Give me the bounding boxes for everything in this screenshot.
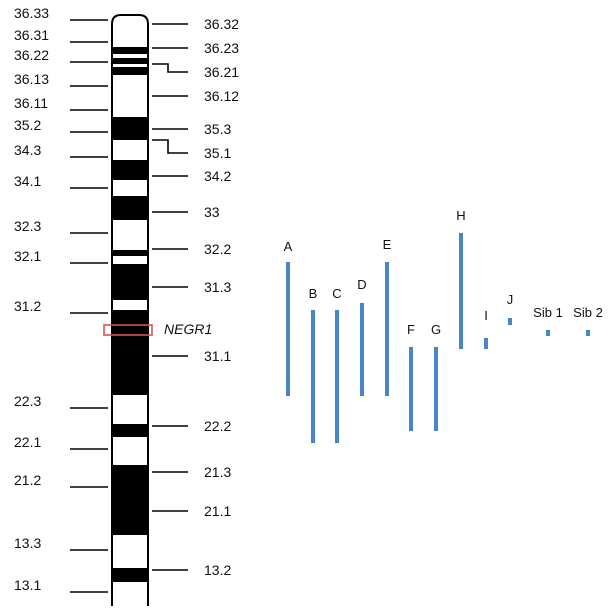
band-31-2 — [112, 300, 148, 310]
band-32-2 — [112, 250, 148, 256]
band-21-1 — [112, 512, 148, 535]
right-tick-elbow — [152, 139, 188, 154]
deletion-bar-sib-1 — [546, 330, 550, 336]
deletion-label-sib-1: Sib 1 — [533, 305, 563, 320]
deletion-label-b: B — [309, 286, 318, 301]
band-32-3 — [112, 220, 148, 250]
right-band-label: 36.32 — [204, 16, 239, 32]
band-13-3 — [112, 535, 148, 568]
right-band-label: 31.3 — [204, 279, 231, 295]
deletion-bar-a — [286, 262, 290, 396]
left-band-label: 35.2 — [14, 117, 41, 133]
band-36-33 — [112, 17, 148, 24]
band-21-2 — [112, 500, 148, 512]
right-band-label: 33 — [204, 204, 220, 220]
deletion-bar-i — [484, 338, 488, 349]
left-band-label: 36.31 — [14, 27, 49, 43]
left-band-label: 22.3 — [14, 393, 41, 409]
band-21-3 — [112, 465, 148, 500]
band-36-32 — [112, 24, 148, 37]
deletion-label-c: C — [332, 286, 341, 301]
band-35-3 — [112, 95, 148, 117]
band-34-2 — [112, 160, 148, 180]
chromosome-bands — [112, 17, 148, 606]
left-band-label: 21.2 — [14, 472, 41, 488]
right-band-label: 35.3 — [204, 121, 231, 137]
right-band-label: 34.2 — [204, 168, 231, 184]
left-band-label: 34.3 — [14, 142, 41, 158]
left-band-label: 13.3 — [14, 535, 41, 551]
deletion-bar-b — [311, 310, 315, 443]
band-13-2 — [112, 568, 148, 582]
deletion-label-f: F — [407, 322, 415, 337]
deletion-bar-e — [385, 262, 389, 396]
right-band-label: 22.2 — [204, 418, 231, 434]
band-13-1 — [112, 582, 148, 606]
deletion-label-e: E — [383, 237, 392, 252]
deletion-label-a: A — [284, 239, 293, 254]
right-band-label: 21.1 — [204, 503, 231, 519]
right-band-label: 21.3 — [204, 464, 231, 480]
band-35-1 — [112, 140, 148, 150]
deletion-bar-sib-2 — [586, 330, 590, 336]
deletion-bars: A B C D E F G H I J Sib 1 Sib 2 — [284, 208, 603, 443]
gene-label: NEGR1 — [164, 321, 212, 337]
right-band-label: 13.2 — [204, 562, 231, 578]
band-36-21 — [112, 58, 148, 64]
deletion-bar-g — [434, 347, 438, 431]
gene-locus-box — [103, 324, 153, 336]
right-band-label: 36.12 — [204, 88, 239, 104]
deletion-label-g: G — [431, 322, 441, 337]
deletion-bar-j — [508, 318, 512, 325]
band-22-2 — [112, 424, 148, 437]
left-band-label: 36.22 — [14, 47, 49, 63]
right-band-label: 36.23 — [204, 40, 239, 56]
band-33 — [112, 196, 148, 220]
left-band-label: 22.1 — [14, 434, 41, 450]
deletion-label-d: D — [357, 277, 366, 292]
left-band-label: 32.1 — [14, 248, 41, 264]
chromosome-outline — [111, 14, 149, 606]
band-31-1 — [112, 310, 148, 395]
left-band-label: 36.13 — [14, 71, 49, 87]
band-34-3 — [112, 150, 148, 160]
deletion-bar-c — [335, 310, 339, 443]
deletion-label-h: H — [456, 208, 465, 223]
band-34-1 — [112, 180, 148, 196]
band-31-3 — [112, 264, 148, 300]
right-band-label: 32.2 — [204, 241, 231, 257]
deletion-label-j: J — [507, 292, 514, 307]
left-band-label: 13.1 — [14, 577, 41, 593]
deletion-label-sib-2: Sib 2 — [573, 305, 603, 320]
band-36-31 — [112, 37, 148, 47]
deletion-label-i: I — [484, 308, 488, 323]
left-band-label: 36.11 — [14, 95, 48, 111]
left-band-label: 36.33 — [14, 5, 49, 21]
left-band-label: 34.1 — [14, 173, 41, 189]
band-36-22 — [112, 54, 148, 58]
right-tick-elbow — [152, 63, 188, 73]
band-22-1 — [112, 437, 148, 465]
left-band-ticks: 36.33 36.31 36.22 36.13 36.11 35.2 34.3 34.1 32.… — [14, 5, 108, 593]
right-band-label: 35.1 — [204, 145, 231, 161]
right-band-label: 31.1 — [204, 348, 231, 364]
band-36-12 — [112, 67, 148, 75]
right-band-label: 36.21 — [204, 64, 239, 80]
deletion-bar-h — [459, 233, 463, 349]
band-36-13 — [112, 64, 148, 67]
left-band-label: 31.2 — [14, 298, 41, 314]
chromosome-border — [111, 14, 149, 606]
band-32-1 — [112, 256, 148, 264]
band-35-2 — [112, 117, 148, 140]
right-band-ticks: 36.32 36.23 36.21 36.12 35.3 35.1 34.2 33 32.2 31… — [152, 16, 239, 578]
band-22-3 — [112, 395, 148, 424]
left-band-label: 32.3 — [14, 218, 41, 234]
band-36-11 — [112, 75, 148, 95]
band-36-23 — [112, 47, 148, 54]
deletion-bar-d — [360, 303, 364, 396]
gene-marker: NEGR1 — [103, 321, 212, 337]
deletion-bar-f — [409, 347, 413, 431]
